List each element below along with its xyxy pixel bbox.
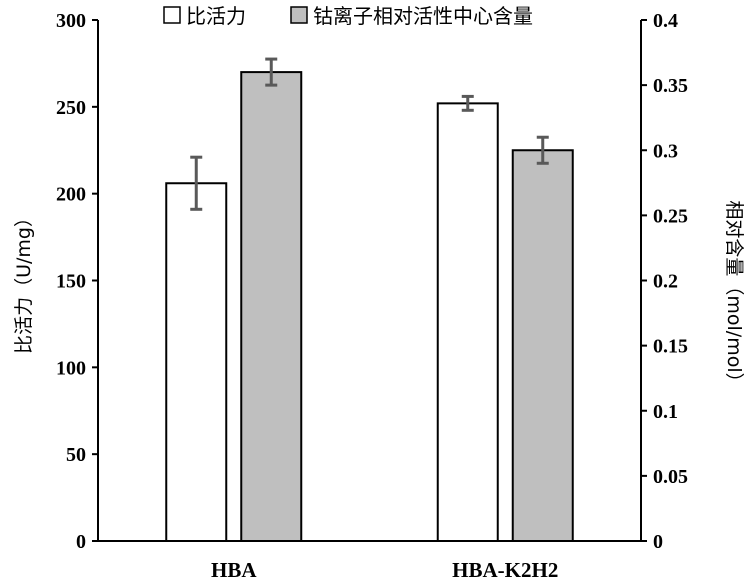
left-tick-label: 200 xyxy=(56,184,86,206)
left-tick-label: 50 xyxy=(66,444,86,466)
left-axis-ticks: 0 50 100 150 200 250 300 xyxy=(56,10,98,553)
bar-specific-activity xyxy=(438,103,498,541)
right-tick-label: 0 xyxy=(653,531,663,553)
left-tick-label: 300 xyxy=(56,10,86,32)
category-labels: HBA HBA-K2H2 xyxy=(211,558,558,582)
legend-label-specific-activity: 比活力 xyxy=(186,4,246,28)
left-tick-label: 150 xyxy=(56,271,86,293)
left-tick-label: 250 xyxy=(56,97,86,119)
left-tick-label: 0 xyxy=(76,531,86,553)
right-axis-title: 相对含量（mol/mol） xyxy=(723,200,745,391)
right-tick-label: 0.15 xyxy=(653,336,688,358)
right-tick-label: 0.3 xyxy=(653,140,678,162)
bar-cobalt-content xyxy=(513,150,573,541)
right-tick-label: 0.2 xyxy=(653,271,678,293)
legend: 比活力 钴离子相对活性中心含量 xyxy=(164,4,533,28)
bars xyxy=(166,59,573,541)
category-label: HBA-K2H2 xyxy=(452,558,558,582)
category-label: HBA xyxy=(211,558,257,582)
right-tick-label: 0.35 xyxy=(653,75,688,97)
right-tick-label: 0.25 xyxy=(653,205,688,227)
left-tick-label: 100 xyxy=(56,357,86,379)
legend-label-cobalt-content: 钴离子相对活性中心含量 xyxy=(313,4,533,28)
bar-specific-activity xyxy=(166,183,226,541)
left-axis-title: 比活力（U/mg） xyxy=(13,208,35,354)
bar-cobalt-content xyxy=(241,72,301,541)
legend-swatch-cobalt-content xyxy=(291,7,307,23)
right-axis-ticks: 0 0.05 0.1 0.15 0.2 0.25 0.3 0.35 0.4 xyxy=(641,10,688,553)
right-tick-label: 0.05 xyxy=(653,466,688,488)
legend-swatch-specific-activity xyxy=(164,7,180,23)
right-tick-label: 0.4 xyxy=(653,10,678,32)
right-tick-label: 0.1 xyxy=(653,401,678,423)
